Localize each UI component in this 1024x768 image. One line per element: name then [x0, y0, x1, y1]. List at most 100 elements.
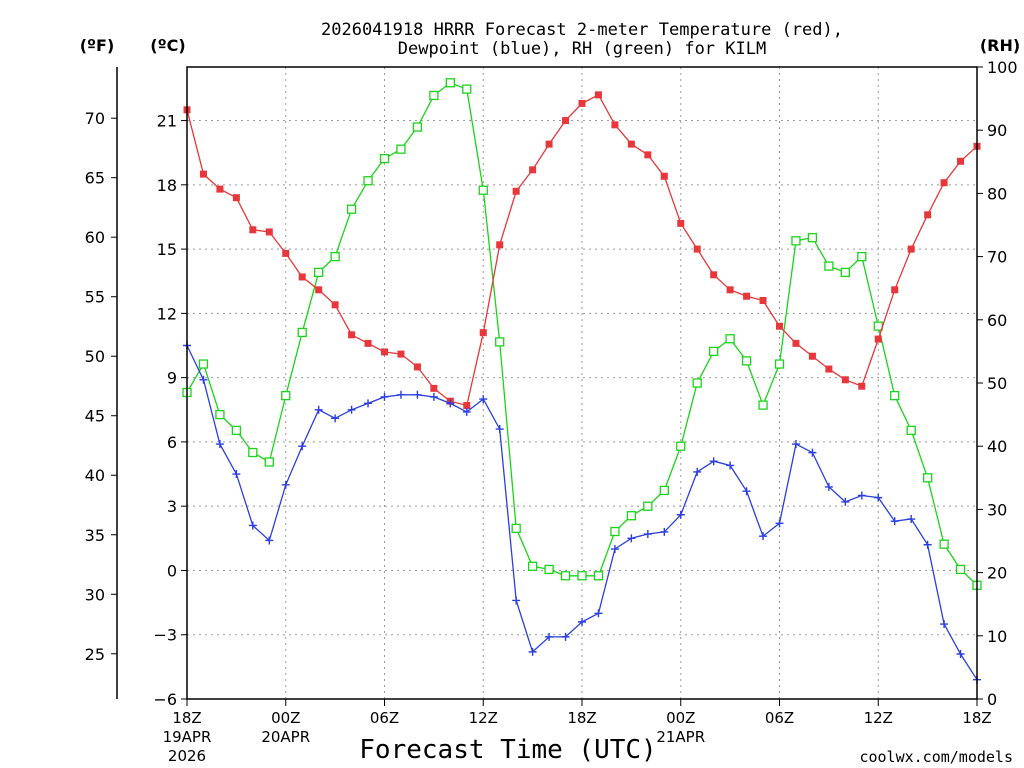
- rh-point: [840, 267, 850, 278]
- fahrenheit-tick-label: 55: [85, 288, 105, 307]
- celsius-tick-label: 6: [167, 433, 177, 452]
- temperature-point: [562, 117, 570, 125]
- rh-tick-label: 90: [987, 121, 1007, 140]
- rh-point: [741, 356, 752, 366]
- dewpoint-point: [610, 545, 619, 554]
- x-tick-label: 06Z: [765, 709, 794, 727]
- dewpoint-point: [215, 440, 224, 449]
- rh-tick-label: 100: [987, 58, 1018, 77]
- fahrenheit-tick-label: 30: [85, 585, 105, 604]
- rh-point: [478, 185, 488, 195]
- rh-point: [379, 153, 390, 164]
- rh-point: [577, 571, 587, 581]
- rh-point: [363, 176, 373, 186]
- dewpoint-point: [380, 392, 389, 401]
- rh-point: [495, 337, 505, 347]
- temperature-point: [594, 91, 602, 99]
- rh-point: [758, 400, 768, 410]
- celsius-tick-label: 3: [167, 497, 177, 516]
- dewpoint-point: [512, 596, 521, 605]
- dewpoint-point: [923, 540, 932, 549]
- temperature-point: [479, 329, 487, 337]
- temperature-point: [578, 99, 586, 107]
- rh-point: [527, 561, 538, 571]
- rh-point: [824, 261, 834, 271]
- temperature-point: [874, 335, 882, 343]
- rh-point: [890, 390, 900, 401]
- temperature-point: [315, 286, 323, 294]
- celsius-tick-label: 15: [157, 240, 177, 259]
- rh-point: [676, 441, 686, 451]
- series-layer: [182, 78, 982, 684]
- series-temperature: [183, 91, 981, 409]
- x-tick-label: 18Z: [172, 709, 201, 727]
- x-tick-label: 00Z: [666, 709, 695, 727]
- rh-tick-label: 80: [987, 184, 1007, 203]
- rh-point: [264, 457, 274, 467]
- rh-point: [626, 511, 637, 521]
- x-tick-date: 21APR: [656, 728, 705, 746]
- dewpoint-point: [907, 515, 916, 524]
- fahrenheit-tick-label: 60: [85, 228, 105, 247]
- dewpoint-point: [545, 632, 554, 641]
- temperature-point: [282, 249, 290, 257]
- temperature-point: [841, 376, 849, 384]
- dewpoint-point: [857, 491, 866, 500]
- temperature-point: [331, 301, 339, 309]
- plot-frame: [186, 66, 978, 700]
- x-axis-title: Forecast Time (UTC): [359, 735, 656, 765]
- rh-point: [330, 251, 340, 262]
- rh-point: [791, 236, 801, 246]
- dewpoint-point: [578, 617, 586, 626]
- fahrenheit-tick-label: 40: [85, 466, 105, 485]
- celsius-tick-label: 0: [167, 561, 177, 580]
- rh-point: [709, 346, 719, 357]
- dewpoint-point: [726, 461, 735, 470]
- rh-point: [659, 485, 669, 496]
- dewpoint-point: [660, 527, 669, 536]
- fahrenheit-axis-label: (ºF): [80, 36, 115, 55]
- dewpoint-point: [429, 392, 438, 401]
- rh-point: [445, 78, 455, 88]
- rh-point: [346, 204, 357, 214]
- dewpoint-point: [890, 517, 899, 526]
- temperature-point: [776, 322, 783, 330]
- rh-tick-label: 0: [987, 690, 997, 709]
- rh-point: [511, 523, 521, 534]
- title: 2026041918 HRRR Forecast 2-meter Tempera…: [321, 20, 843, 59]
- fahrenheit-tick-label: 25: [85, 645, 105, 664]
- temperature-point: [430, 384, 438, 392]
- dewpoint-point: [874, 493, 883, 502]
- rh-point: [412, 122, 423, 132]
- dewpoint-point: [627, 534, 636, 543]
- dewpoint-point: [347, 405, 356, 414]
- rh-point: [593, 571, 604, 581]
- dewpoint-point: [396, 390, 405, 399]
- rh-point: [857, 251, 867, 262]
- rh-tick-label: 50: [987, 374, 1007, 393]
- rh-point: [248, 447, 258, 458]
- rh-point: [429, 90, 439, 101]
- chart-title-line2: Dewpoint (blue), RH (green) for KILM: [398, 39, 766, 59]
- rh-point: [692, 378, 702, 388]
- temperature-point: [232, 194, 240, 202]
- x-tick-label: 18Z: [962, 709, 991, 727]
- rh-point: [231, 425, 242, 436]
- fahrenheit-tick-label: 65: [85, 169, 105, 188]
- rh-point: [462, 84, 472, 94]
- dewpoint-point: [693, 467, 702, 476]
- temperature-point: [957, 157, 965, 165]
- temperature-point: [216, 185, 224, 193]
- dewpoint-point: [248, 521, 257, 530]
- rh-point: [610, 526, 620, 537]
- temperature-point: [677, 219, 685, 227]
- temperature-point: [413, 363, 421, 371]
- dewpoint-point: [199, 375, 208, 384]
- temperature-point: [364, 339, 372, 347]
- x-tick-year: 2026: [168, 747, 206, 765]
- fahrenheit-tick-label: 45: [85, 407, 105, 426]
- temperature-point: [891, 286, 899, 294]
- dewpoint-point: [759, 532, 768, 541]
